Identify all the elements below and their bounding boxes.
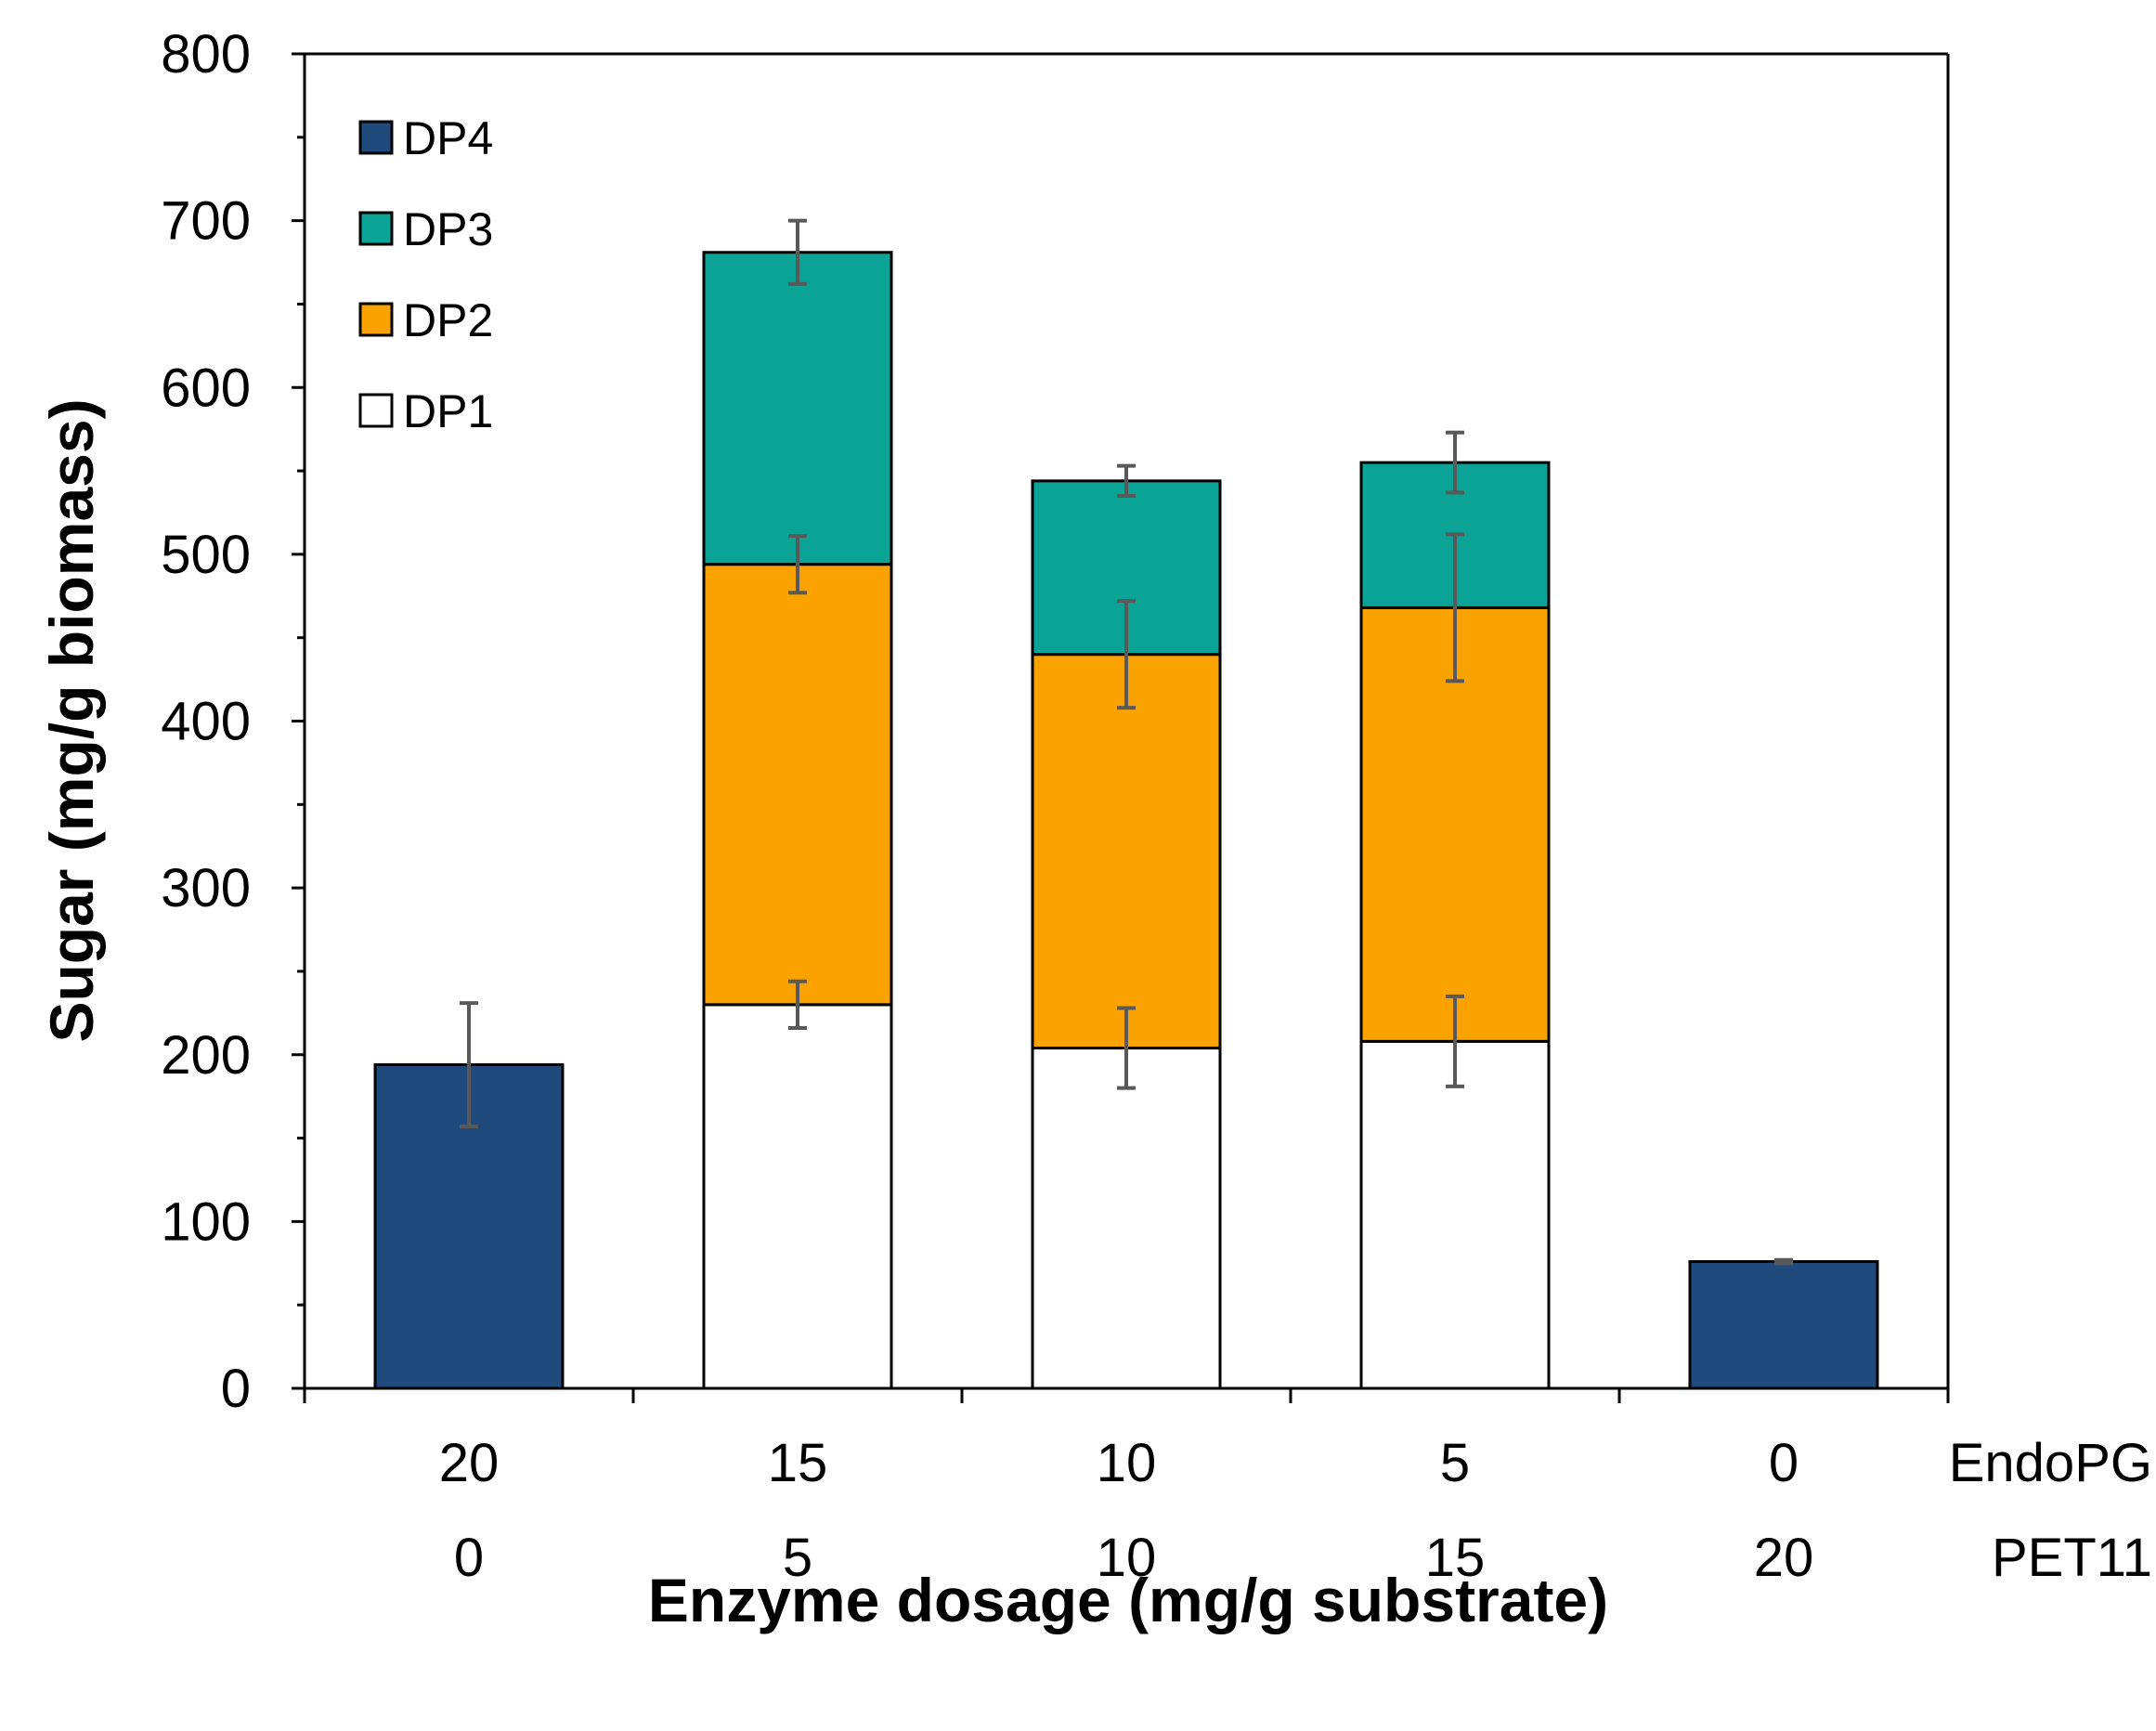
bar-dp1-1 bbox=[702, 1003, 893, 1390]
legend-swatch-dp4 bbox=[358, 120, 394, 155]
x-ticks: 20 15 10 5 0 EndoPG 0 5 10 15 20 PET11 bbox=[303, 1388, 2152, 1588]
category-label-pet11-3: 15 bbox=[1425, 1528, 1486, 1588]
error-bar-dp3-2 bbox=[1117, 463, 1136, 499]
x-axis-title: Enzyme dosage (mg/g substrate) bbox=[648, 1566, 1608, 1634]
category-label-endopg-0: 20 bbox=[439, 1433, 500, 1493]
error-bar-dp2-1 bbox=[788, 534, 807, 595]
error-bar-dp3-3 bbox=[1446, 430, 1464, 495]
y-ticks: 0 100 200 300 400 500 600 700 800 bbox=[161, 24, 305, 1419]
legend-label-dp4: DP4 bbox=[403, 112, 493, 164]
category-label-endopg-3: 5 bbox=[1440, 1433, 1470, 1493]
y-tick-label: 400 bbox=[161, 692, 251, 752]
bar-dp1-2 bbox=[1031, 1047, 1222, 1390]
bar-dp4-4 bbox=[1688, 1259, 1879, 1390]
y-tick-label: 800 bbox=[161, 24, 251, 85]
error-bar-dp2-3 bbox=[1446, 532, 1464, 683]
legend-swatch-dp1 bbox=[358, 393, 394, 428]
error-bar-dp2-2 bbox=[1117, 599, 1136, 710]
error-bar-dp1-2 bbox=[1117, 1006, 1136, 1090]
y-tick-label: 300 bbox=[161, 858, 251, 918]
error-bar-dp1-3 bbox=[1446, 994, 1464, 1088]
bar-dp2-2 bbox=[1031, 653, 1222, 1050]
bar-dp1-3 bbox=[1359, 1039, 1551, 1390]
error-bar-dp1-1 bbox=[788, 979, 807, 1031]
y-axis-title: Sugar (mg/g biomass) bbox=[37, 398, 106, 1042]
error-bar-dp4-4 bbox=[1774, 1257, 1793, 1266]
y-tick-label: 100 bbox=[161, 1191, 251, 1252]
legend-swatch-dp3 bbox=[358, 211, 394, 246]
row-label-endopg: EndoPG bbox=[1949, 1433, 2152, 1493]
legend-label-dp3: DP3 bbox=[403, 203, 493, 255]
legend-label-dp2: DP2 bbox=[403, 294, 493, 346]
bars-layer bbox=[373, 251, 1879, 1390]
y-tick-label: 200 bbox=[161, 1025, 251, 1086]
category-label-endopg-2: 10 bbox=[1097, 1433, 1157, 1493]
category-label-pet11-2: 10 bbox=[1097, 1528, 1157, 1588]
bar-dp3-1 bbox=[702, 251, 893, 566]
y-tick-label: 700 bbox=[161, 191, 251, 252]
y-tick-label: 600 bbox=[161, 358, 251, 418]
legend-label-dp1: DP1 bbox=[403, 385, 493, 437]
category-label-pet11-1: 5 bbox=[783, 1528, 812, 1588]
error-bar-dp3-1 bbox=[788, 218, 807, 286]
row-label-pet11: PET11 bbox=[1992, 1528, 2152, 1588]
y-tick-label: 500 bbox=[161, 525, 251, 585]
legend-swatch-dp2 bbox=[358, 302, 394, 337]
bar-dp2-1 bbox=[702, 563, 893, 1007]
category-label-endopg-4: 0 bbox=[1769, 1433, 1799, 1493]
y-tick-label: 0 bbox=[221, 1359, 251, 1419]
legend: DP4 DP3 DP2 DP1 bbox=[358, 112, 493, 437]
axes-layer bbox=[303, 52, 1950, 1390]
error-bar-dp4-0 bbox=[460, 1001, 478, 1128]
category-label-pet11-4: 20 bbox=[1754, 1528, 1814, 1588]
errorbars-layer bbox=[460, 218, 1793, 1266]
category-label-endopg-1: 15 bbox=[768, 1433, 828, 1493]
category-label-pet11-0: 0 bbox=[454, 1528, 484, 1588]
